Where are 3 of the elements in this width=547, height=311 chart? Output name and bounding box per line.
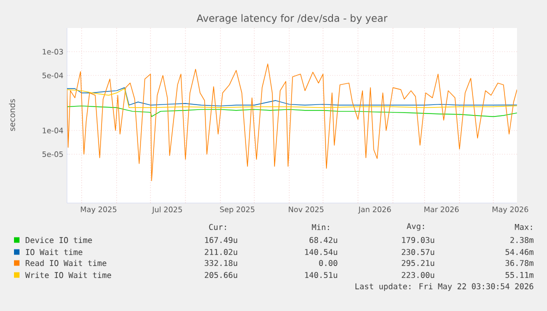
chart-title: Average latency for /dev/sda - by year: [196, 14, 388, 24]
line-series: [67, 64, 518, 182]
line-series: [67, 106, 518, 117]
